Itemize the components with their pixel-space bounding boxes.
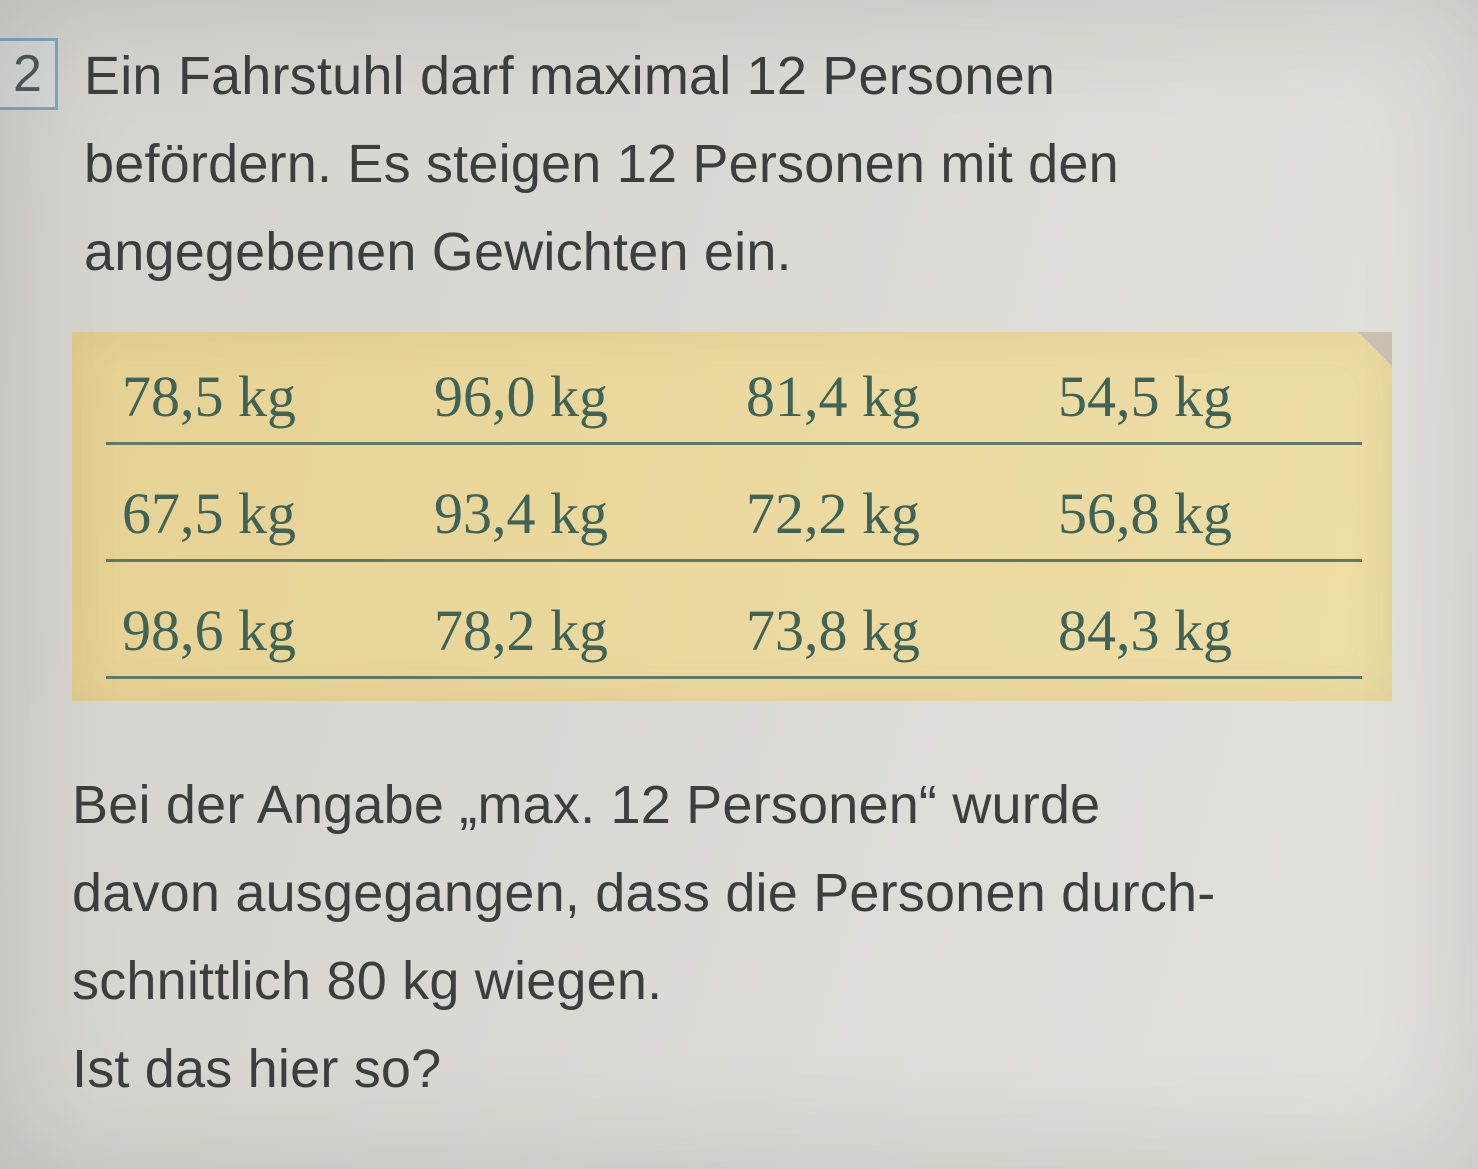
weights-row-2: 67,5 kg 93,4 kg 72,2 kg 56,8 kg (106, 445, 1362, 562)
problem-number-box: 2 (0, 38, 58, 110)
weights-row-3: 98,6 kg 78,2 kg 73,8 kg 84,3 kg (106, 562, 1362, 679)
weight-cell: 73,8 kg (734, 588, 1046, 674)
weight-cell: 56,8 kg (1046, 471, 1358, 557)
weight-cell: 78,2 kg (422, 588, 734, 674)
followup-line-3: schnittlich 80 kg wiegen. (72, 937, 1388, 1025)
exercise-page: 2 Ein Fahrstuhl darf maximal 12 Personen… (0, 0, 1478, 1169)
followup-text: Bei der Angabe „max. 12 Personen“ wurde … (72, 761, 1388, 1113)
intro-line-3: angegebenen Gewichten ein. (84, 208, 1119, 296)
weight-cell: 72,2 kg (734, 471, 1046, 557)
weight-cell: 54,5 kg (1046, 354, 1358, 440)
weight-cell: 84,3 kg (1046, 588, 1358, 674)
intro-line-1: Ein Fahrstuhl darf maximal 12 Personen (84, 32, 1119, 120)
weights-row-1: 78,5 kg 96,0 kg 81,4 kg 54,5 kg (106, 346, 1362, 445)
problem-intro: Ein Fahrstuhl darf maximal 12 Personen b… (84, 32, 1119, 296)
problem-number: 2 (13, 45, 42, 103)
weight-cell: 93,4 kg (422, 471, 734, 557)
weight-cell: 67,5 kg (110, 471, 422, 557)
followup-line-2: davon ausgegangen, dass die Personen dur… (72, 849, 1388, 937)
weight-cell: 78,5 kg (110, 354, 422, 440)
intro-line-2: befördern. Es steigen 12 Personen mit de… (84, 120, 1119, 208)
followup-line-1: Bei der Angabe „max. 12 Personen“ wurde (72, 761, 1388, 849)
weights-card: 78,5 kg 96,0 kg 81,4 kg 54,5 kg 67,5 kg … (72, 332, 1392, 701)
followup-line-4: Ist das hier so? (72, 1025, 1388, 1113)
weight-cell: 96,0 kg (422, 354, 734, 440)
problem-header: 2 Ein Fahrstuhl darf maximal 12 Personen… (0, 32, 1428, 296)
weight-cell: 81,4 kg (734, 354, 1046, 440)
weight-cell: 98,6 kg (110, 588, 422, 674)
